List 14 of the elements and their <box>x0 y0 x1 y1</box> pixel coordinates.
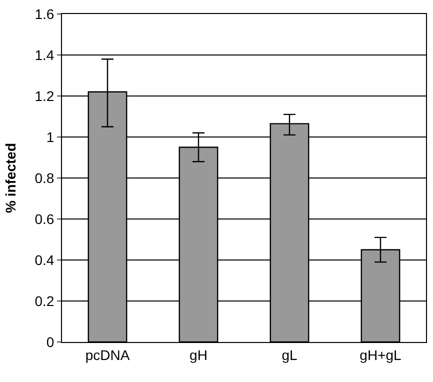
y-tick-label: 0.8 <box>34 170 54 186</box>
y-tick-label: 1.6 <box>34 6 54 22</box>
y-tick-label: 0 <box>46 334 54 350</box>
x-tick-label: gH <box>190 346 208 363</box>
y-tick-label: 0.6 <box>34 210 54 227</box>
x-tick-label: gL <box>282 346 298 363</box>
x-tick-label: gH+gL <box>360 346 402 363</box>
y-tick-label: 0.4 <box>34 252 54 268</box>
y-axis-title: % infected <box>2 142 18 214</box>
y-tick-label: 0.2 <box>34 292 54 309</box>
y-tick-label: 1 <box>46 128 54 145</box>
x-tick-label: pcDNA <box>85 346 130 363</box>
y-tick-label: 1.4 <box>34 46 54 63</box>
y-tick-label: 1.2 <box>34 88 54 104</box>
